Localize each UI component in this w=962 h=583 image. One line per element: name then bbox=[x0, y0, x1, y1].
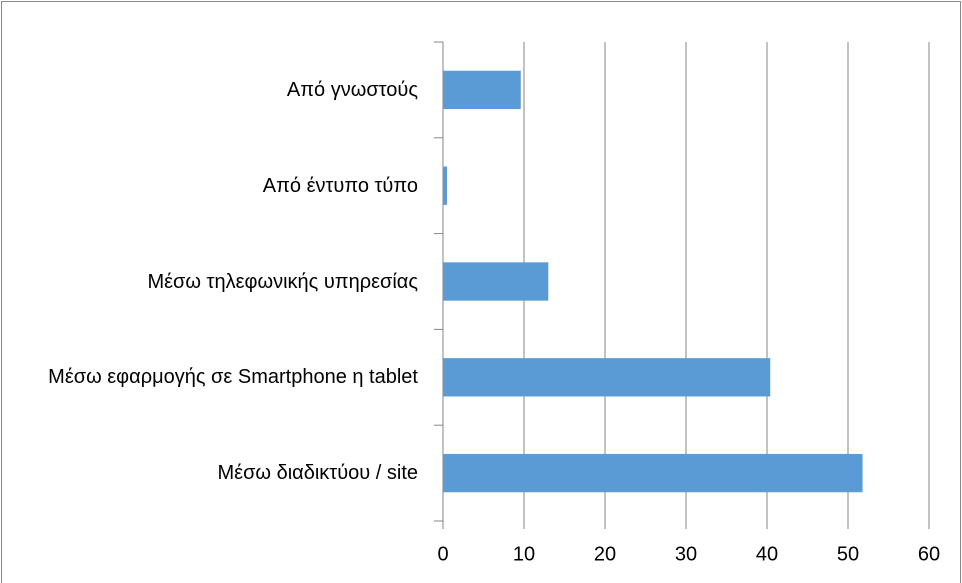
bar bbox=[443, 70, 521, 110]
x-tick-label: 50 bbox=[837, 543, 859, 565]
y-tick-label: Μέσω τηλεφωνικής υπηρεσίας bbox=[147, 270, 418, 293]
x-tick-label: 30 bbox=[675, 543, 697, 565]
y-tick-label: Μέσω εφαρμογής σε Smartphone η tablet bbox=[48, 366, 418, 389]
y-tick-label: Από γνωστούς bbox=[286, 78, 418, 101]
x-tick-label: 20 bbox=[594, 543, 616, 565]
x-tick-label: 60 bbox=[918, 543, 940, 565]
y-tick-label: Από έντυπο τύπο bbox=[262, 174, 418, 197]
y-tick-label: Μέσω διαδικτύου / site bbox=[217, 462, 419, 485]
bar bbox=[443, 166, 448, 205]
x-tick-label: 40 bbox=[756, 543, 778, 565]
x-tick-label: 10 bbox=[513, 543, 535, 565]
bar bbox=[443, 453, 863, 493]
x-tick-label: 0 bbox=[437, 543, 448, 565]
bar bbox=[443, 358, 771, 397]
bar bbox=[443, 262, 549, 301]
